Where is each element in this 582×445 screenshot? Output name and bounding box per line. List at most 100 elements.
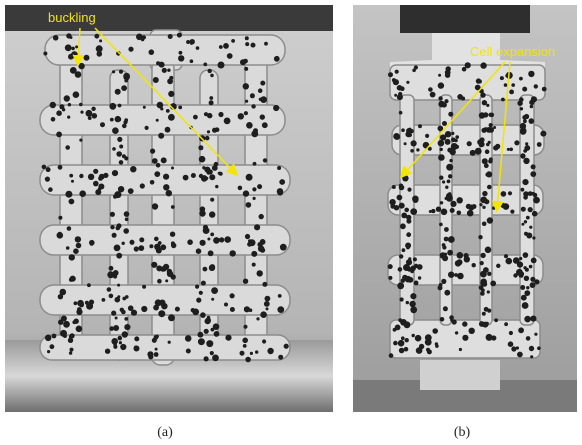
speckle xyxy=(258,246,264,252)
speckle xyxy=(112,170,118,176)
speckle xyxy=(524,114,529,119)
speckle xyxy=(64,95,70,101)
speckle xyxy=(198,145,203,150)
speckle xyxy=(92,113,98,119)
speckle xyxy=(432,328,438,334)
speckle xyxy=(246,174,253,181)
speckle xyxy=(215,127,220,132)
speckle xyxy=(253,162,257,166)
speckle xyxy=(399,184,403,188)
speckle xyxy=(152,203,158,209)
speckle xyxy=(524,232,528,236)
speckle xyxy=(485,247,492,254)
speckle xyxy=(411,140,417,146)
speckle xyxy=(86,303,93,310)
speckle xyxy=(428,87,433,92)
speckle xyxy=(156,163,161,168)
speckle xyxy=(230,250,236,256)
speckle xyxy=(52,334,57,339)
speckle xyxy=(65,145,70,150)
speckle xyxy=(444,99,448,103)
speckle xyxy=(523,252,529,258)
speckle xyxy=(154,237,159,242)
speckle xyxy=(406,246,410,250)
speckle xyxy=(479,203,482,206)
caption: (b) xyxy=(454,425,471,440)
speckle xyxy=(91,107,95,111)
speckle xyxy=(163,174,169,180)
speckle xyxy=(529,346,534,351)
speckle xyxy=(209,174,215,180)
speckle xyxy=(159,62,165,68)
speckle xyxy=(66,246,70,250)
speckle xyxy=(501,191,507,197)
speckle xyxy=(154,244,160,250)
speckle xyxy=(518,327,524,333)
speckle xyxy=(462,335,468,341)
speckle xyxy=(56,110,62,116)
speckle xyxy=(124,211,130,217)
speckle xyxy=(58,294,63,299)
speckle xyxy=(521,223,524,226)
speckle xyxy=(444,237,449,242)
speckle xyxy=(58,165,63,170)
speckle xyxy=(69,254,75,260)
speckle xyxy=(482,206,485,209)
speckle xyxy=(410,293,416,299)
speckle xyxy=(88,174,94,180)
speckle xyxy=(156,265,162,271)
speckle xyxy=(224,303,228,307)
speckle xyxy=(67,116,70,119)
speckle xyxy=(267,348,273,354)
speckle xyxy=(511,83,515,87)
speckle xyxy=(500,203,505,208)
speckle xyxy=(402,175,408,181)
speckle xyxy=(494,318,498,322)
speckle xyxy=(447,148,452,153)
speckle xyxy=(45,335,52,342)
speckle xyxy=(72,320,76,324)
speckle xyxy=(203,267,208,272)
speckle xyxy=(438,82,444,88)
speckle xyxy=(205,177,208,180)
speckle xyxy=(158,133,164,139)
speckle xyxy=(501,98,505,102)
speckle xyxy=(115,116,121,122)
speckle xyxy=(406,301,409,304)
speckle xyxy=(109,326,114,331)
speckle xyxy=(140,183,145,188)
speckle xyxy=(167,69,170,72)
speckle xyxy=(154,171,160,177)
speckle xyxy=(436,207,441,212)
speckle xyxy=(482,222,487,227)
speckle xyxy=(260,114,265,119)
speckle xyxy=(413,257,417,261)
speckle xyxy=(165,127,171,133)
speckle xyxy=(257,270,263,276)
speckle xyxy=(240,351,245,356)
speckle xyxy=(438,140,445,147)
speckle xyxy=(472,263,476,267)
speckle xyxy=(442,121,447,126)
speckle xyxy=(529,226,532,229)
speckle xyxy=(464,253,469,258)
speckle xyxy=(245,234,250,239)
speckle xyxy=(459,348,462,351)
speckle xyxy=(449,315,454,320)
speckle xyxy=(251,251,257,257)
speckle xyxy=(414,264,418,268)
speckle xyxy=(455,260,461,266)
speckle xyxy=(445,131,451,137)
speckle xyxy=(110,225,114,229)
speckle xyxy=(273,105,279,111)
speckle xyxy=(509,331,513,335)
speckle xyxy=(224,236,231,243)
speckle xyxy=(440,317,445,322)
speckle xyxy=(117,295,120,298)
speckle xyxy=(451,132,454,135)
speckle xyxy=(533,197,540,204)
speckle xyxy=(186,349,191,354)
speckle xyxy=(526,216,530,220)
speckle xyxy=(528,191,533,196)
speckle xyxy=(207,113,212,118)
